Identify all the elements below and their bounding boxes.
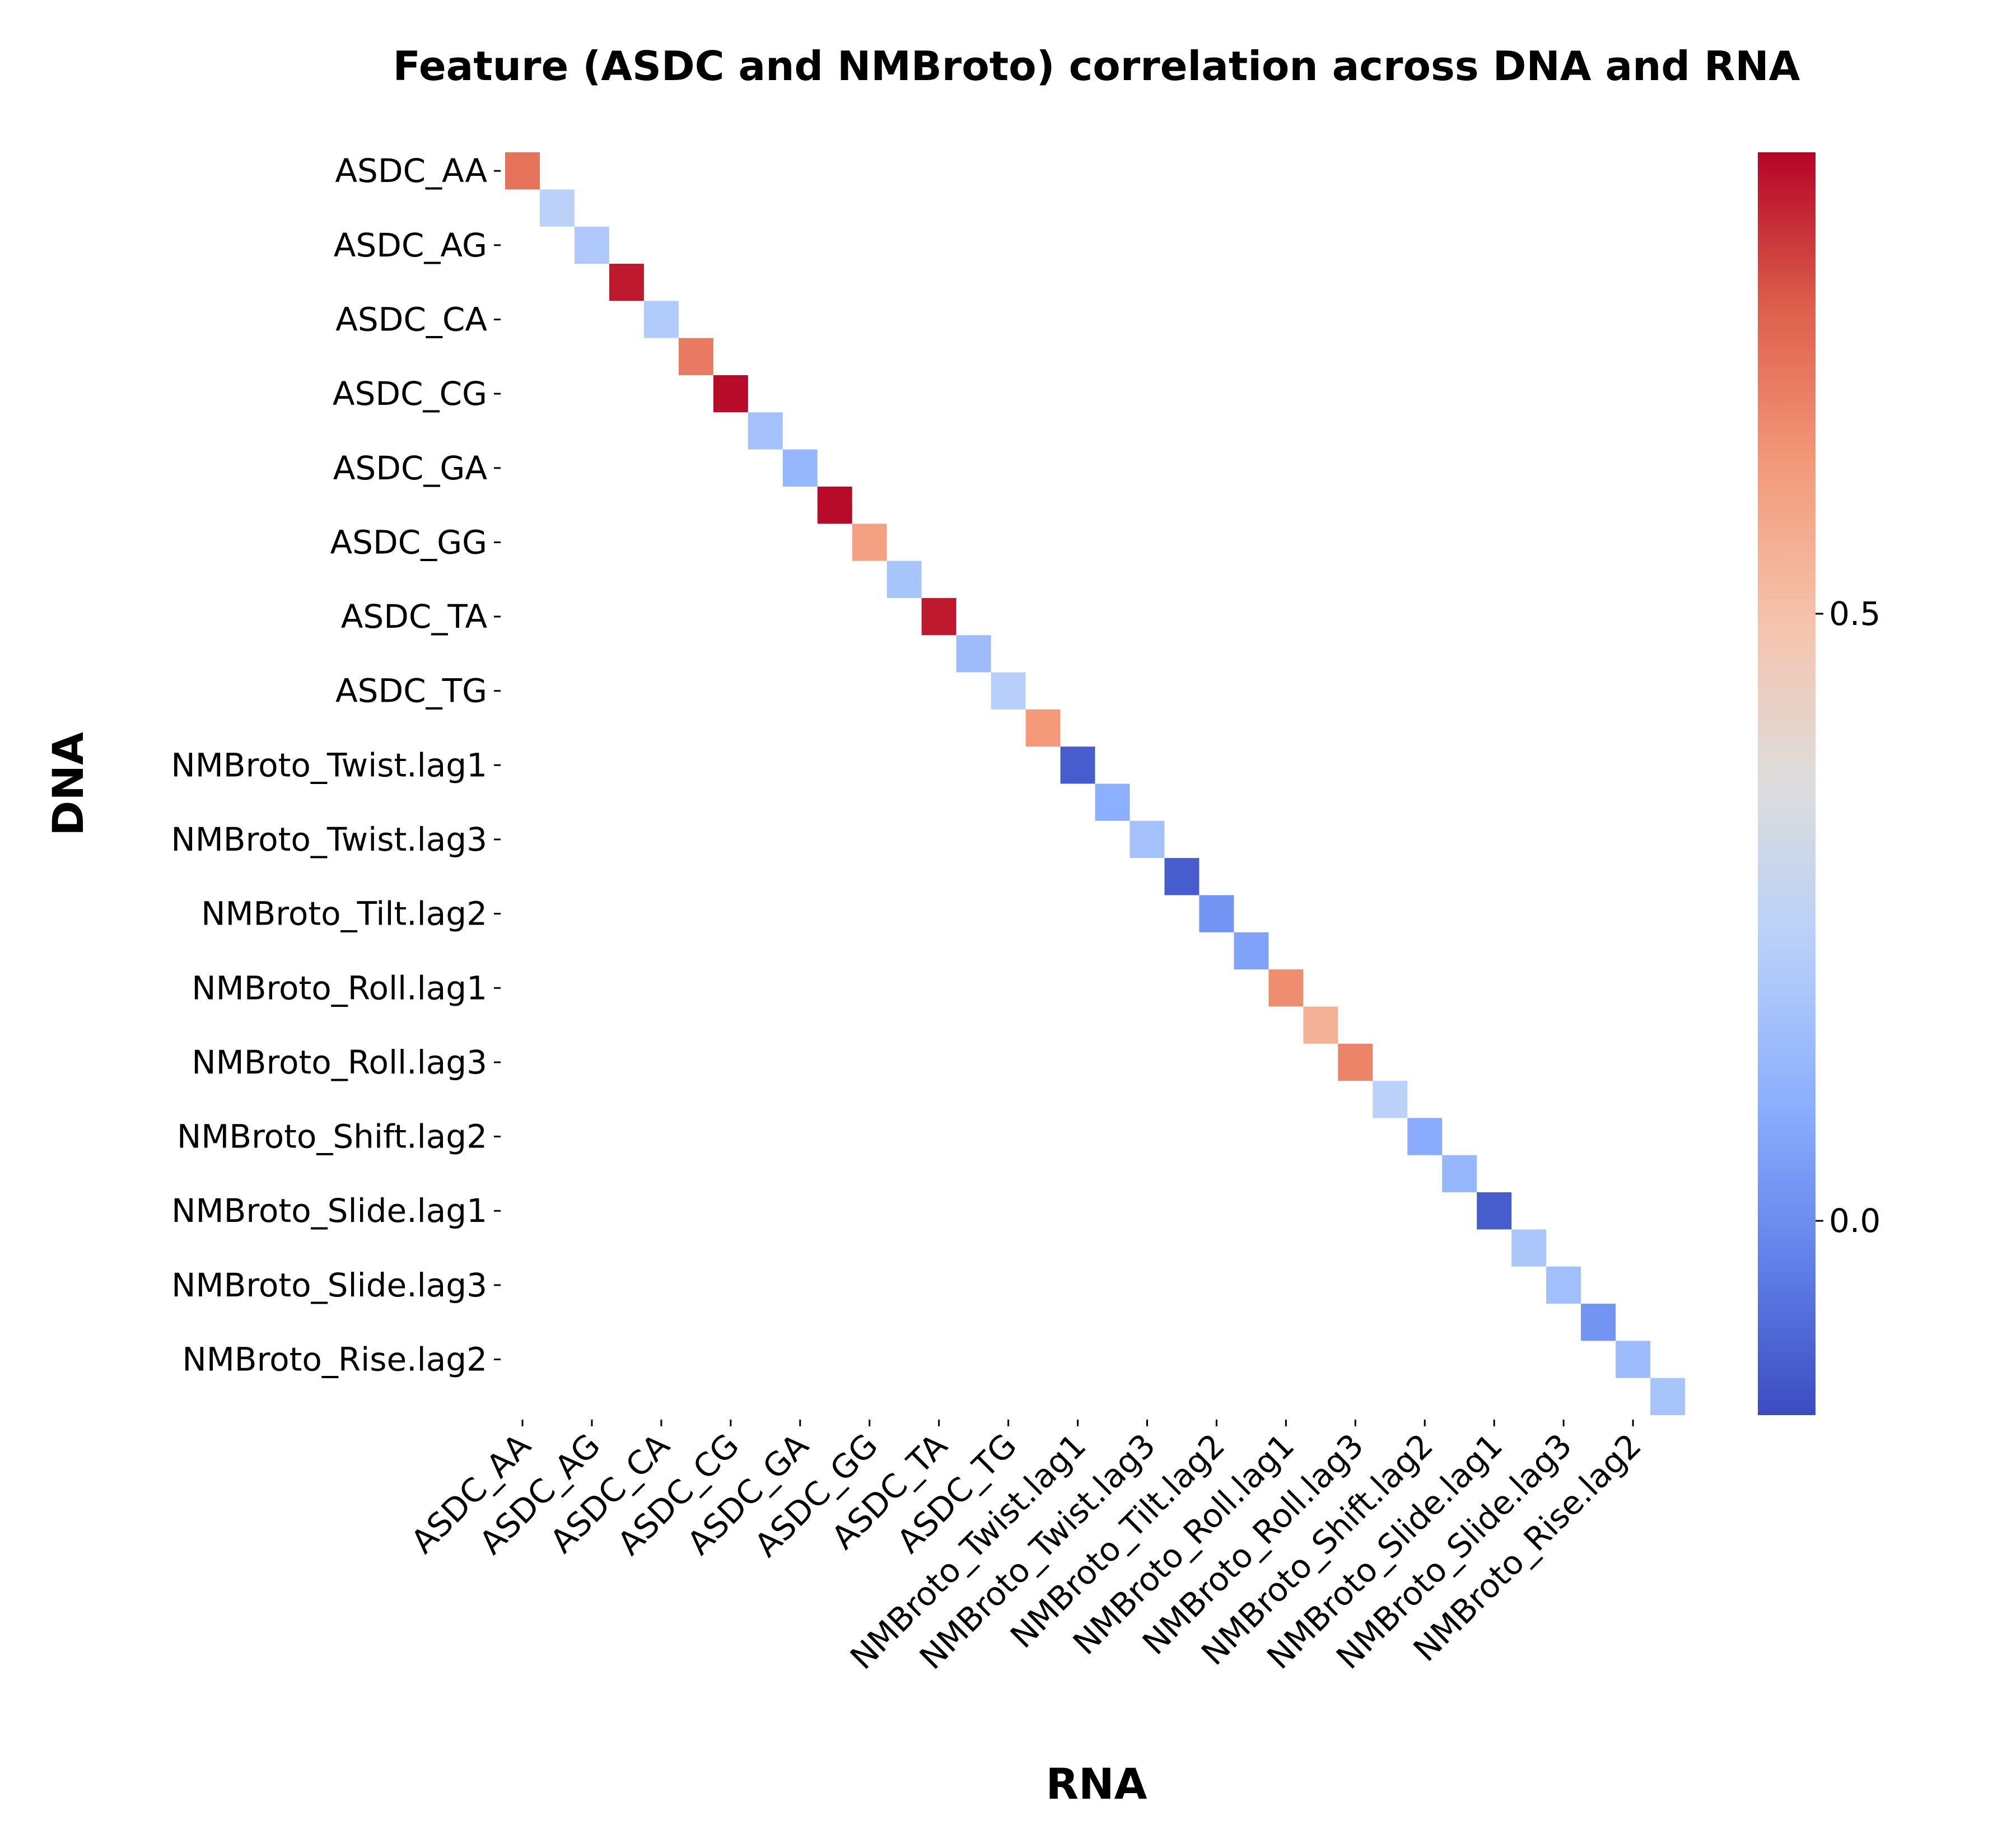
y-axis-title: DNA [43,732,93,836]
heatmap-cell [956,635,991,673]
heatmap-cell [1060,746,1095,784]
heatmap-cell [886,561,922,598]
heatmap-cell [1546,1266,1581,1304]
heatmap-cell [643,301,679,338]
colorbar [1758,152,1816,1415]
heatmap-cell [1407,1118,1443,1155]
x-tick-labels: ASDC_AAASDC_AGASDC_CAASDC_CGASDC_GAASDC_… [404,1420,1649,1677]
heatmap-cell [574,226,609,264]
y-tick-label: ASDC_AG [334,226,487,264]
heatmap-cell [817,486,852,524]
heatmap-cell [1164,858,1200,895]
y-tick-label: ASDC_CG [333,375,487,413]
heatmap-cell [1373,1081,1408,1118]
heatmap-cell [609,263,644,301]
x-axis-title: RNA [1046,1759,1147,1809]
heatmap-cell [1511,1229,1547,1267]
y-tick-label: NMBroto_Rise.lag2 [182,1341,487,1379]
y-tick-label: NMBroto_Slide.lag1 [171,1192,487,1230]
y-tick-label: ASDC_TA [341,598,488,636]
y-tick-label: NMBroto_Twist.lag3 [171,820,487,858]
heatmap-cell [539,189,575,227]
y-tick-label: NMBroto_Slide.lag3 [171,1266,487,1304]
heatmap-cell [991,672,1026,710]
y-tick-label: ASDC_GG [330,523,487,561]
y-tick-label: NMBroto_Roll.lag1 [192,969,487,1007]
y-tick-label: ASDC_TG [335,672,487,710]
chart-title: Feature (ASDC and NMBroto) correlation a… [393,43,1800,90]
heatmap-cells [505,152,1685,1415]
y-tick-label: NMBroto_Twist.lag1 [171,746,487,784]
heatmap-cell [748,412,783,450]
heatmap-cell [1199,895,1234,932]
heatmap-cell [1234,932,1269,970]
colorbar-tick-label: 0.5 [1829,595,1880,633]
y-tick-label: NMBroto_Shift.lag2 [177,1118,487,1156]
y-tick-label: NMBroto_Tilt.lag2 [201,895,487,933]
colorbar-tick-label: 0.0 [1829,1202,1880,1240]
heatmap-cell [1338,1043,1373,1081]
heatmap-cell [782,449,818,487]
y-tick-label: ASDC_CA [335,300,487,338]
heatmap-cell [1130,820,1165,858]
heatmap-cell [852,524,887,561]
heatmap-cell [678,338,713,375]
heatmap-cell [921,598,956,636]
heatmap-cell [713,375,748,413]
y-tick-label: ASDC_AA [335,152,487,190]
heatmap-cell [1616,1341,1651,1378]
heatmap-cell [1442,1155,1477,1193]
heatmap-cell [1650,1378,1685,1415]
y-tick-labels: ASDC_AA ASDC_AG ASDC_CA ASDC_CG ASDC_GA ASDC_… [171,152,501,1379]
heatmap-cell [505,152,540,190]
y-tick-label: ASDC_GA [333,449,488,487]
heatmap-cell [1268,969,1304,1007]
heatmap-cell [1303,1006,1338,1044]
heatmap-cell [1025,709,1061,747]
heatmap-cell [1581,1304,1616,1341]
heatmap-cell [1477,1192,1512,1230]
y-tick-label: NMBroto_Roll.lag3 [192,1043,487,1081]
heatmap-cell [1095,783,1130,821]
colorbar-ticks: 0.0 0.5 [1816,595,1880,1240]
